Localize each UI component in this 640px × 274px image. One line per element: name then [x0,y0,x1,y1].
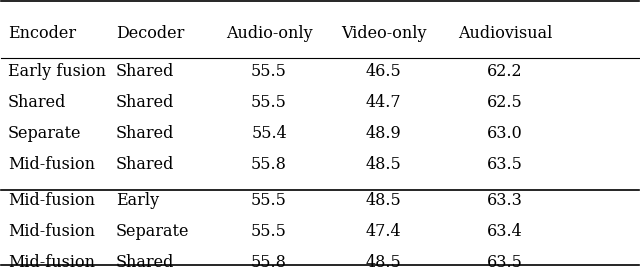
Text: 55.8: 55.8 [251,156,287,173]
Text: 46.5: 46.5 [366,63,401,80]
Text: Mid-fusion: Mid-fusion [8,192,95,209]
Text: 48.9: 48.9 [366,125,401,142]
Text: Shared: Shared [116,125,175,142]
Text: 63.0: 63.0 [487,125,523,142]
Text: 62.2: 62.2 [487,63,523,80]
Text: 55.8: 55.8 [251,254,287,271]
Text: 55.4: 55.4 [251,125,287,142]
Text: Encoder: Encoder [8,25,76,42]
Text: 48.5: 48.5 [366,156,401,173]
Text: 63.5: 63.5 [487,254,523,271]
Text: 55.5: 55.5 [251,94,287,111]
Text: Early: Early [116,192,159,209]
Text: 55.5: 55.5 [251,223,287,240]
Text: 62.5: 62.5 [487,94,523,111]
Text: 55.5: 55.5 [251,192,287,209]
Text: Mid-fusion: Mid-fusion [8,223,95,240]
Text: 55.5: 55.5 [251,63,287,80]
Text: Mid-fusion: Mid-fusion [8,254,95,271]
Text: 63.5: 63.5 [487,156,523,173]
Text: Shared: Shared [8,94,66,111]
Text: Separate: Separate [8,125,81,142]
Text: Audiovisual: Audiovisual [458,25,552,42]
Text: 44.7: 44.7 [366,94,401,111]
Text: 48.5: 48.5 [366,192,401,209]
Text: Shared: Shared [116,94,175,111]
Text: Shared: Shared [116,63,175,80]
Text: 63.4: 63.4 [487,223,523,240]
Text: Separate: Separate [116,223,189,240]
Text: Decoder: Decoder [116,25,184,42]
Text: Shared: Shared [116,156,175,173]
Text: Mid-fusion: Mid-fusion [8,156,95,173]
Text: Video-only: Video-only [341,25,426,42]
Text: 63.3: 63.3 [487,192,523,209]
Text: 47.4: 47.4 [366,223,401,240]
Text: Shared: Shared [116,254,175,271]
Text: 48.5: 48.5 [366,254,401,271]
Text: Audio-only: Audio-only [226,25,312,42]
Text: Early fusion: Early fusion [8,63,106,80]
